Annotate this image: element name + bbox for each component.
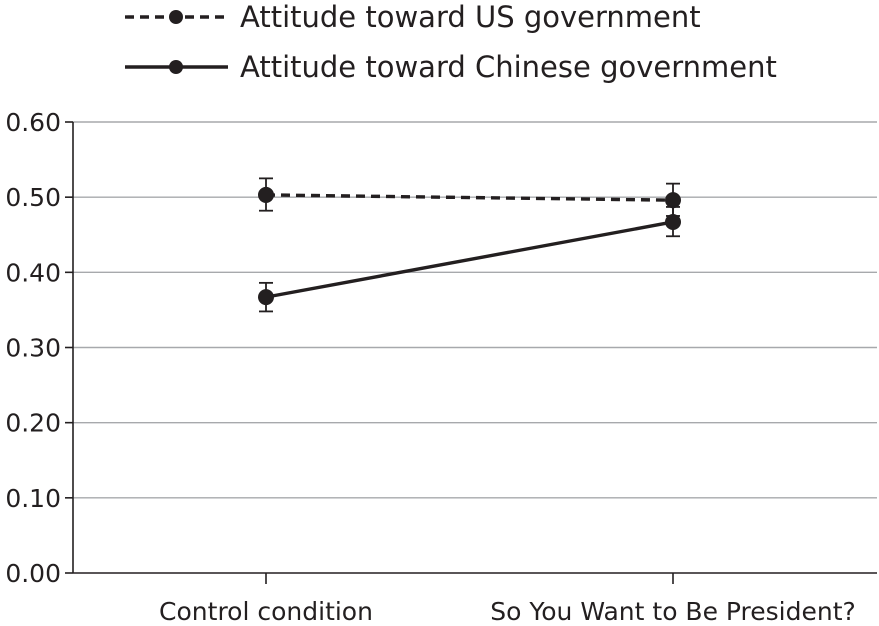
data-point (258, 289, 274, 306)
x-category-label: Control condition (159, 597, 373, 622)
y-tick-label: 0.10 (5, 484, 61, 513)
legend: Attitude toward US government Attitude to… (125, 0, 777, 84)
grid-lines (73, 121, 877, 499)
y-tick-label: 0.40 (5, 258, 61, 287)
axes: 0.00 0.10 0.20 0.30 0.40 0.50 0.60 Control cond… (5, 108, 877, 626)
y-tick-label: 0.00 (5, 559, 61, 588)
data-point (665, 213, 681, 230)
legend-label: Attitude toward US government (240, 0, 701, 34)
data-point (665, 192, 681, 209)
series-line (265, 193, 674, 202)
series-line (265, 220, 674, 299)
legend-marker (169, 60, 183, 74)
y-tick-label: 0.60 (5, 108, 61, 137)
x-category-label: So You Want to Be President? (490, 597, 856, 622)
legend-marker (169, 10, 183, 24)
y-tick-label: 0.30 (5, 334, 61, 363)
legend-label: Attitude toward Chinese government (240, 50, 777, 84)
y-tick-label: 0.20 (5, 409, 61, 438)
data-point (258, 186, 274, 203)
series (258, 177, 681, 313)
y-tick-label: 0.50 (5, 183, 61, 212)
